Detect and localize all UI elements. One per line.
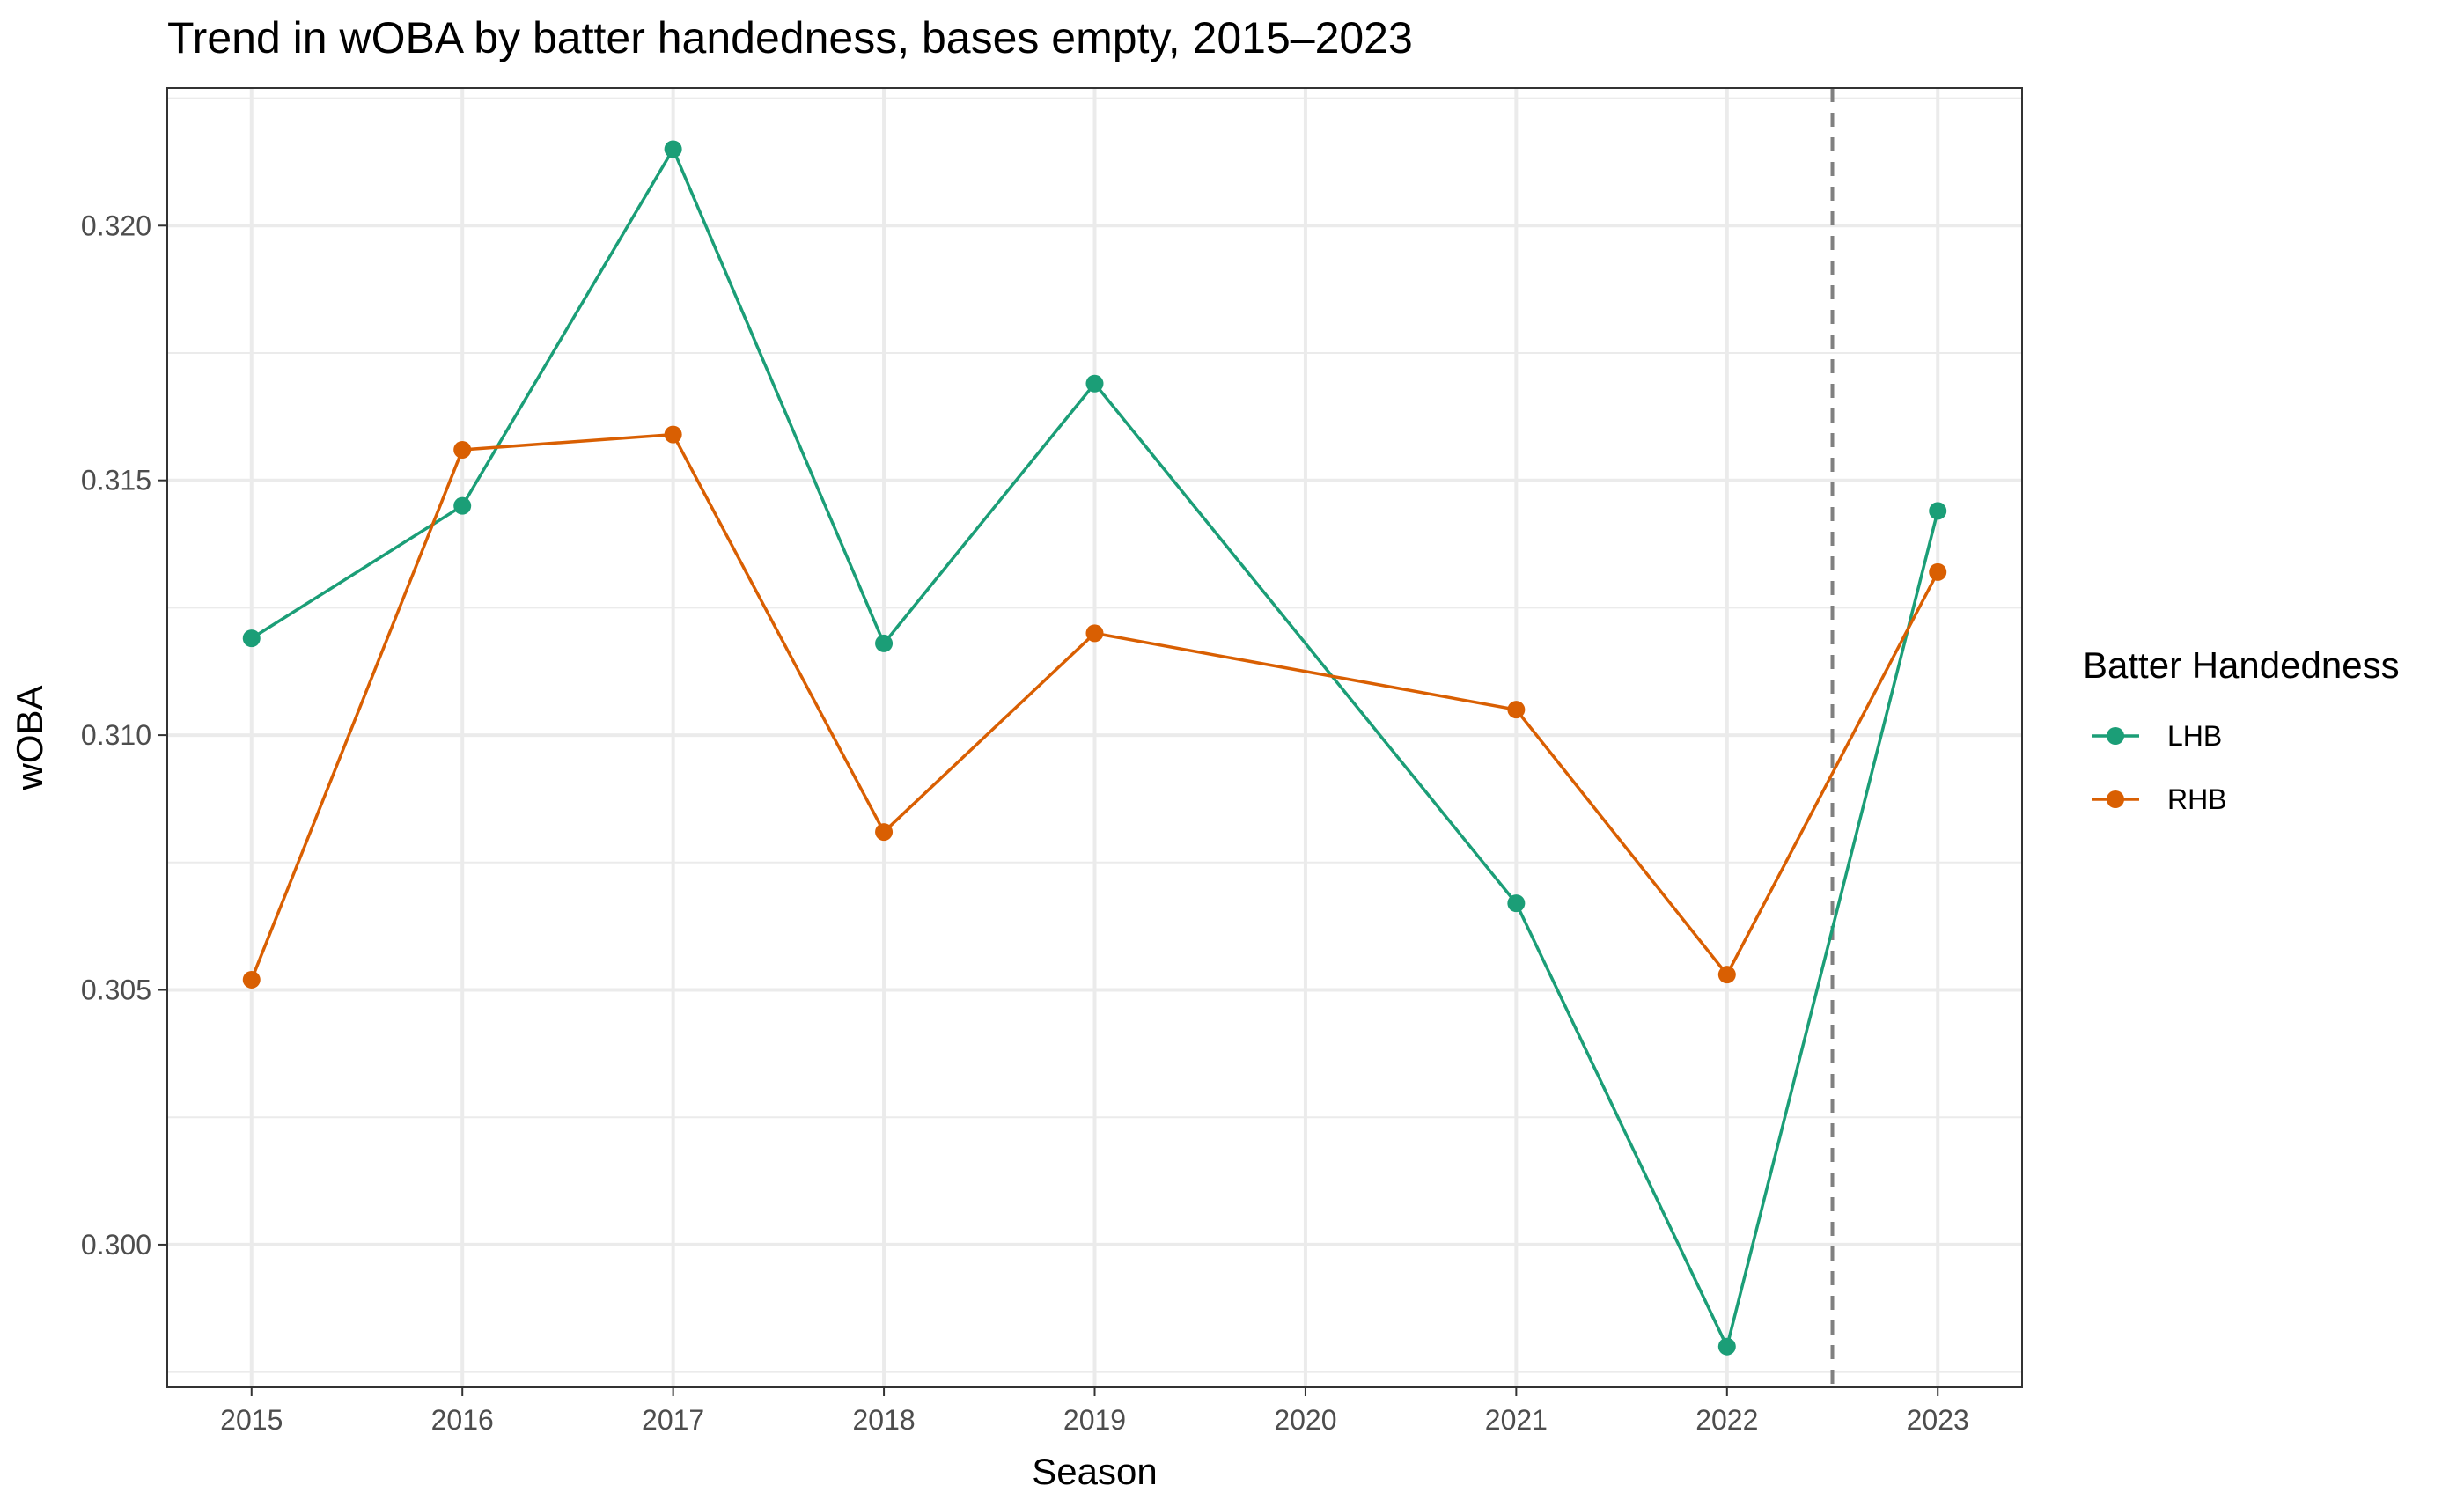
legend-title: Batter Handedness bbox=[2083, 644, 2400, 686]
series-rhb bbox=[242, 425, 1947, 989]
y-axis-title: wOBA bbox=[9, 685, 50, 790]
data-point-lhb-2016 bbox=[453, 496, 472, 515]
data-point-rhb-2019 bbox=[1085, 624, 1104, 643]
data-point-lhb-2022 bbox=[1717, 1337, 1736, 1356]
data-point-lhb-2019 bbox=[1085, 374, 1104, 393]
data-point-lhb-2015 bbox=[242, 629, 261, 648]
data-point-rhb-2023 bbox=[1929, 562, 1947, 581]
y-tick-label: 0.315 bbox=[81, 465, 151, 496]
chart-title: Trend in wOBA by batter handedness, base… bbox=[167, 13, 1413, 62]
x-tick-label: 2018 bbox=[852, 1404, 915, 1436]
legend-item-rhb: RHB bbox=[2092, 783, 2227, 815]
legend-items: LHB RHB bbox=[2092, 720, 2227, 815]
data-point-rhb-2016 bbox=[453, 440, 472, 459]
legend-label: LHB bbox=[2167, 720, 2222, 752]
x-tick-label: 2017 bbox=[642, 1404, 704, 1436]
data-point-rhb-2015 bbox=[242, 970, 261, 989]
x-tick-label: 2022 bbox=[1695, 1404, 1758, 1436]
x-tick-label: 2015 bbox=[220, 1404, 283, 1436]
legend-label: RHB bbox=[2167, 783, 2227, 815]
data-point-rhb-2018 bbox=[875, 823, 894, 842]
legend: Batter Handedness LHB RHB bbox=[2083, 644, 2400, 815]
data-point-rhb-2017 bbox=[664, 425, 682, 444]
data-point-lhb-2023 bbox=[1929, 502, 1947, 520]
x-axis-title: Season bbox=[1032, 1451, 1157, 1492]
y-tick-label: 0.305 bbox=[81, 974, 151, 1006]
y-axis: 0.300 0.305 0.310 0.315 0.320 bbox=[81, 210, 167, 1261]
legend-key-point bbox=[2107, 727, 2124, 745]
data-point-lhb-2018 bbox=[875, 634, 894, 652]
y-tick-label: 0.310 bbox=[81, 719, 151, 751]
x-axis: 2015 2016 2017 2018 2019 2020 2021 2022 2023 bbox=[220, 1387, 1969, 1436]
grid-major bbox=[167, 88, 2022, 1387]
series-line-rhb bbox=[250, 432, 1939, 981]
data-point-rhb-2022 bbox=[1717, 966, 1736, 984]
x-tick-label: 2021 bbox=[1485, 1404, 1548, 1436]
x-tick-label: 2023 bbox=[1907, 1404, 1969, 1436]
legend-key-point bbox=[2107, 790, 2124, 808]
series-layer bbox=[242, 140, 1947, 1356]
data-point-lhb-2021 bbox=[1507, 894, 1526, 913]
data-point-lhb-2017 bbox=[664, 140, 682, 158]
y-tick-label: 0.320 bbox=[81, 210, 151, 241]
data-point-rhb-2021 bbox=[1507, 701, 1526, 719]
x-tick-label: 2019 bbox=[1063, 1404, 1126, 1436]
legend-item-lhb: LHB bbox=[2092, 720, 2222, 752]
x-tick-label: 2016 bbox=[431, 1404, 494, 1436]
y-tick-label: 0.300 bbox=[81, 1229, 151, 1261]
x-tick-label: 2020 bbox=[1274, 1404, 1336, 1436]
